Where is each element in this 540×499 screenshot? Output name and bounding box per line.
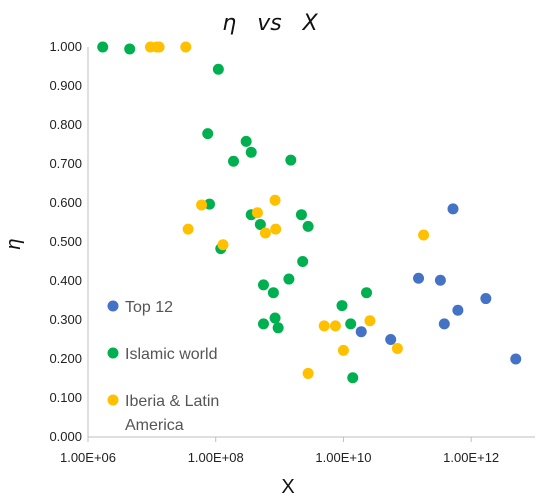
data-point bbox=[228, 155, 240, 167]
data-point bbox=[124, 43, 136, 55]
y-tick-label: 1.000 bbox=[49, 39, 82, 54]
data-point bbox=[418, 229, 430, 241]
data-point bbox=[302, 220, 314, 232]
axes bbox=[87, 47, 535, 442]
data-point bbox=[251, 207, 263, 219]
data-points bbox=[97, 41, 522, 384]
data-point bbox=[434, 274, 446, 286]
data-point bbox=[336, 300, 348, 312]
y-axis-title: η bbox=[3, 238, 25, 249]
data-point bbox=[285, 154, 297, 166]
data-point bbox=[295, 209, 307, 221]
data-point bbox=[297, 256, 309, 267]
y-tick-label: 0.000 bbox=[49, 429, 82, 444]
chart-title: η vs X bbox=[222, 11, 318, 36]
data-point bbox=[196, 199, 208, 211]
data-point bbox=[182, 223, 194, 235]
x-tick-label: 1.00E+12 bbox=[443, 450, 499, 465]
data-point bbox=[202, 128, 214, 140]
data-point bbox=[212, 63, 224, 75]
data-point bbox=[153, 41, 165, 53]
x-tick-label: 1.00E+08 bbox=[188, 450, 244, 465]
y-tick-label: 0.300 bbox=[49, 312, 82, 327]
data-point bbox=[240, 135, 252, 147]
data-point bbox=[217, 239, 229, 251]
y-tick-labels: 0.000 0.100 0.200 0.300 0.400 0.500 0.600 0.700… bbox=[49, 39, 82, 444]
y-tick-label: 0.700 bbox=[49, 156, 82, 171]
data-point bbox=[180, 41, 192, 53]
x-tick-label: 1.00E+06 bbox=[60, 450, 116, 465]
data-point bbox=[347, 372, 359, 384]
y-tick-label: 0.900 bbox=[49, 78, 82, 93]
data-point bbox=[254, 218, 266, 230]
y-tick-label: 0.500 bbox=[49, 234, 82, 249]
y-tick-label: 0.800 bbox=[49, 117, 82, 132]
data-point bbox=[385, 334, 397, 345]
data-point bbox=[204, 198, 216, 210]
data-point bbox=[480, 293, 492, 305]
x-tick-labels: 1.00E+06 1.00E+08 1.00E+10 1.00E+12 bbox=[60, 450, 499, 465]
data-point bbox=[269, 312, 281, 324]
data-point bbox=[272, 322, 284, 334]
legend-marker bbox=[107, 300, 119, 312]
data-point bbox=[245, 146, 257, 158]
y-tick-label: 0.600 bbox=[49, 195, 82, 210]
y-tick-label: 0.100 bbox=[49, 390, 82, 405]
data-point bbox=[364, 315, 376, 327]
data-point bbox=[257, 318, 269, 330]
data-point bbox=[269, 194, 281, 206]
data-point bbox=[329, 320, 341, 332]
y-tick-label: 0.400 bbox=[49, 273, 82, 288]
legend-marker bbox=[107, 347, 119, 359]
legend-label: Top 12 bbox=[125, 299, 173, 316]
x-tick-label: 1.00E+10 bbox=[315, 450, 371, 465]
data-point bbox=[267, 287, 279, 299]
data-point bbox=[447, 203, 459, 215]
data-point bbox=[318, 320, 330, 332]
data-point bbox=[345, 318, 357, 330]
y-tick-label: 0.200 bbox=[49, 351, 82, 366]
legend: Top 12 Islamic world Iberia & Latin America bbox=[107, 299, 219, 434]
data-point bbox=[302, 367, 314, 379]
data-point bbox=[259, 227, 271, 239]
legend-label: Islamic world bbox=[125, 346, 217, 363]
data-point bbox=[510, 353, 522, 365]
data-point bbox=[337, 344, 349, 356]
data-point bbox=[257, 279, 269, 291]
legend-label: Iberia & Latin America bbox=[125, 393, 219, 434]
data-point bbox=[391, 342, 403, 354]
data-point bbox=[438, 318, 450, 330]
data-point bbox=[283, 273, 295, 285]
data-point bbox=[452, 304, 464, 316]
data-point bbox=[413, 272, 425, 284]
x-axis-title: X bbox=[281, 476, 294, 498]
data-point bbox=[355, 326, 367, 338]
data-point bbox=[97, 41, 109, 53]
legend-marker bbox=[107, 394, 119, 406]
data-point bbox=[270, 223, 282, 235]
data-point bbox=[361, 287, 373, 299]
